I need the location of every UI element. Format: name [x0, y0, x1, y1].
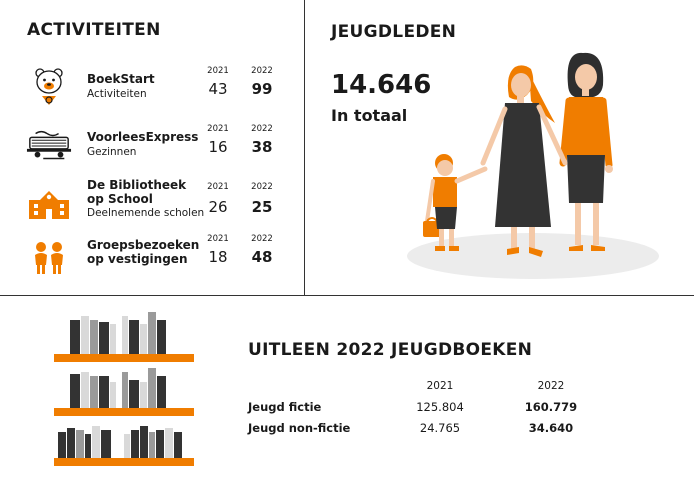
family-walking-illustration — [407, 52, 659, 279]
loan-value-2022: 160.779 — [524, 400, 578, 414]
activity-bibliotheek-op-school: De Bibliotheek op School Deelnemende sch… — [26, 178, 286, 226]
value-2021: 18 — [208, 248, 228, 266]
school-building-icon — [26, 182, 72, 226]
year-2021-label: 2021 — [207, 124, 229, 134]
value-2022: 48 — [251, 248, 273, 266]
value-2021: 16 — [208, 138, 228, 156]
bear-mascot-icon — [26, 66, 72, 110]
year-2022-label: 2022 — [251, 124, 273, 134]
activity-boekstart: BoekStart Activiteiten 2021 2022 43 99 — [26, 66, 286, 110]
year-2022-header: 2022 — [537, 380, 565, 392]
jeugdleden-title: JEUGDLEDEN — [331, 22, 457, 42]
year-2021-header: 2021 — [426, 380, 454, 392]
total-members-label: In totaal — [331, 106, 408, 125]
year-2022-label: 2022 — [251, 234, 273, 244]
voorleesexpress-logo-icon — [26, 124, 72, 168]
year-2022-label: 2022 — [251, 66, 273, 76]
loan-value-2021: 125.804 — [416, 400, 464, 414]
total-members-number: 14.646 — [331, 70, 432, 100]
activity-voorleesexpress: VoorleesExpress Gezinnen 2021 2022 16 38 — [26, 124, 286, 168]
loan-value-2022: 34.640 — [528, 421, 574, 435]
year-2021-label: 2021 — [207, 182, 229, 192]
value-2021: 43 — [208, 80, 228, 98]
activiteiten-title: ACTIVITEITEN — [27, 20, 161, 40]
activity-name: BoekStart — [87, 72, 155, 86]
loan-row-label: Jeugd fictie — [248, 400, 322, 414]
group-children-icon — [26, 236, 72, 280]
activity-sub: Deelnemende scholen — [87, 207, 205, 219]
loan-value-2021: 24.765 — [419, 421, 461, 435]
activity-groepsbezoeken: Groepsbezoeken op vestigingen 2021 2022 … — [26, 234, 286, 280]
horizontal-divider — [0, 295, 694, 296]
activity-name: VoorleesExpress — [87, 130, 199, 144]
value-2021: 26 — [208, 198, 228, 216]
vertical-divider — [304, 0, 305, 296]
value-2022: 38 — [251, 138, 273, 156]
activity-sub: Activiteiten — [87, 88, 147, 100]
activity-name: Groepsbezoeken op vestigingen — [87, 238, 200, 266]
value-2022: 25 — [251, 198, 273, 216]
year-2021-label: 2021 — [207, 66, 229, 76]
activity-sub: Gezinnen — [87, 146, 137, 158]
uitleen-title: UITLEEN 2022 JEUGDBOEKEN — [248, 340, 533, 360]
bookshelves-illustration — [54, 312, 194, 466]
value-2022: 99 — [251, 80, 273, 98]
loan-row-label: Jeugd non-fictie — [248, 421, 351, 435]
year-2021-label: 2021 — [207, 234, 229, 244]
year-2022-label: 2022 — [251, 182, 273, 192]
activity-name: De Bibliotheek op School — [87, 178, 187, 206]
